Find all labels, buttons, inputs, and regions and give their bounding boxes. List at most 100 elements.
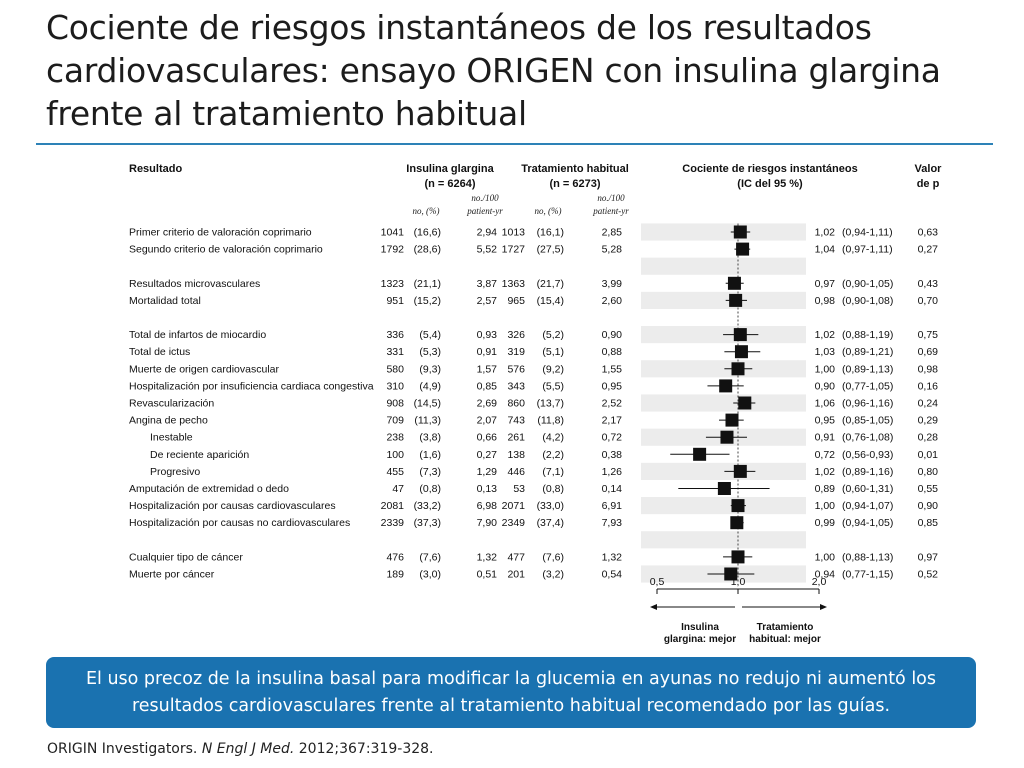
glargine-count: 310 [386, 380, 404, 392]
p-value: 0,27 [918, 244, 939, 256]
glargine-count: 100 [386, 449, 404, 461]
hr-marker [729, 293, 743, 307]
usual-count: 343 [507, 380, 525, 392]
usual-percent: (37,4) [537, 517, 564, 529]
left-arrow-head [650, 604, 657, 610]
row-label: Total de infartos de miocardio [129, 329, 266, 341]
hr-marker [731, 499, 745, 513]
hazard-ratio: 1,02 [815, 329, 836, 341]
glargine-percent: (33,2) [414, 500, 441, 512]
confidence-interval: (0,60-1,31) [842, 483, 893, 495]
glargine-percent: (9,3) [419, 363, 441, 375]
confidence-interval: (0,56-0,93) [842, 449, 893, 461]
glargine-percent: (7,6) [419, 551, 441, 563]
header-glargine: Insulina glargina [406, 163, 494, 175]
glargine-count: 1323 [381, 278, 405, 290]
hr-marker [693, 447, 707, 461]
row-label: Progresivo [150, 466, 200, 478]
usual-rate: 0,38 [602, 449, 623, 461]
glargine-rate: 2,07 [477, 415, 498, 427]
usual-percent: (5,2) [542, 329, 564, 341]
usual-percent: (13,7) [537, 398, 564, 410]
citation-journal: N Engl J Med. [201, 741, 295, 757]
hazard-ratio: 1,02 [815, 466, 836, 478]
usual-count: 53 [513, 483, 525, 495]
usual-rate: 0,72 [602, 432, 623, 444]
usual-rate: 0,54 [602, 569, 623, 581]
usual-percent: (15,4) [537, 295, 564, 307]
hazard-ratio: 0,94 [815, 569, 836, 581]
hazard-ratio: 0,99 [815, 517, 836, 529]
glargine-percent: (37,3) [414, 517, 441, 529]
glargine-percent: (4,9) [419, 380, 441, 392]
subheader-usual-rate-1: no./100 [597, 193, 625, 203]
usual-percent: (0,8) [542, 483, 564, 495]
confidence-interval: (0,85-1,05) [842, 415, 893, 427]
hr-marker [725, 413, 739, 427]
p-value: 0,55 [918, 483, 939, 495]
glargine-count: 908 [386, 398, 404, 410]
confidence-interval: (0,94-1,11) [842, 227, 893, 239]
usual-percent: (21,7) [537, 278, 564, 290]
glargine-count: 336 [386, 329, 404, 341]
hr-marker [727, 276, 741, 290]
row-label: Amputación de extremidad o dedo [129, 483, 289, 495]
glargine-rate: 2,94 [477, 227, 498, 239]
p-value: 0,28 [918, 432, 939, 444]
usual-rate: 1,32 [602, 551, 623, 563]
header-outcome: Resultado [129, 163, 182, 175]
glargine-count: 238 [386, 432, 404, 444]
glargine-percent: (1,6) [419, 449, 441, 461]
header-usual: Tratamiento habitual [521, 163, 629, 175]
title-divider [36, 143, 993, 145]
glargine-count: 951 [386, 295, 404, 307]
forest-plot: Resultado Insulina glargina (n = 6264) T… [129, 163, 943, 645]
usual-count: 326 [507, 329, 525, 341]
header-p: Valor [915, 163, 943, 175]
p-value: 0,63 [918, 227, 939, 239]
axis-tick-label: 0,5 [650, 576, 665, 588]
hazard-ratio: 0,98 [815, 295, 836, 307]
row-label: Total de ictus [129, 346, 190, 358]
usual-rate: 2,60 [602, 295, 623, 307]
row-stripe [641, 497, 806, 515]
usual-count: 576 [507, 363, 525, 375]
hazard-ratio: 0,89 [815, 483, 836, 495]
glargine-rate: 0,51 [477, 569, 498, 581]
p-value: 0,01 [918, 449, 939, 461]
usual-percent: (7,1) [542, 466, 564, 478]
usual-rate: 0,88 [602, 346, 623, 358]
glargine-rate: 1,29 [477, 466, 498, 478]
glargine-percent: (21,1) [414, 278, 441, 290]
usual-count: 965 [507, 295, 525, 307]
glargine-percent: (11,3) [414, 415, 441, 427]
header-hr-ci: (IC del 95 %) [737, 178, 803, 190]
glargine-rate: 0,13 [477, 483, 498, 495]
glargine-rate: 5,52 [477, 244, 498, 256]
row-label: Segundo criterio de valoración coprimari… [129, 244, 323, 256]
left-direction-label-2: glargina: mejor [664, 634, 736, 645]
usual-percent: (9,2) [542, 363, 564, 375]
subheader-usual-rate-2: patient-yr [592, 206, 629, 216]
usual-count: 2349 [502, 517, 526, 529]
usual-percent: (5,5) [542, 380, 564, 392]
hr-marker [720, 430, 734, 444]
glargine-count: 455 [386, 466, 404, 478]
row-stripe [641, 360, 806, 378]
p-value: 0,90 [918, 500, 939, 512]
glargine-count: 331 [386, 346, 404, 358]
subheader-usual-no: no, (%) [535, 206, 562, 216]
usual-percent: (3,2) [542, 569, 564, 581]
usual-percent: (11,8) [537, 415, 564, 427]
hr-marker [738, 396, 752, 410]
subheader-glargine-rate-1: no./100 [471, 193, 499, 203]
glargine-percent: (15,2) [414, 295, 441, 307]
hazard-ratio: 0,97 [815, 278, 836, 290]
confidence-interval: (0,94-1,05) [842, 517, 893, 529]
glargine-percent: (0,8) [419, 483, 441, 495]
glargine-percent: (3,0) [419, 569, 441, 581]
row-label: Mortalidad total [129, 295, 201, 307]
left-direction-label-1: Insulina [681, 622, 719, 633]
hazard-ratio: 0,95 [815, 415, 836, 427]
hazard-ratio: 1,06 [815, 398, 836, 410]
